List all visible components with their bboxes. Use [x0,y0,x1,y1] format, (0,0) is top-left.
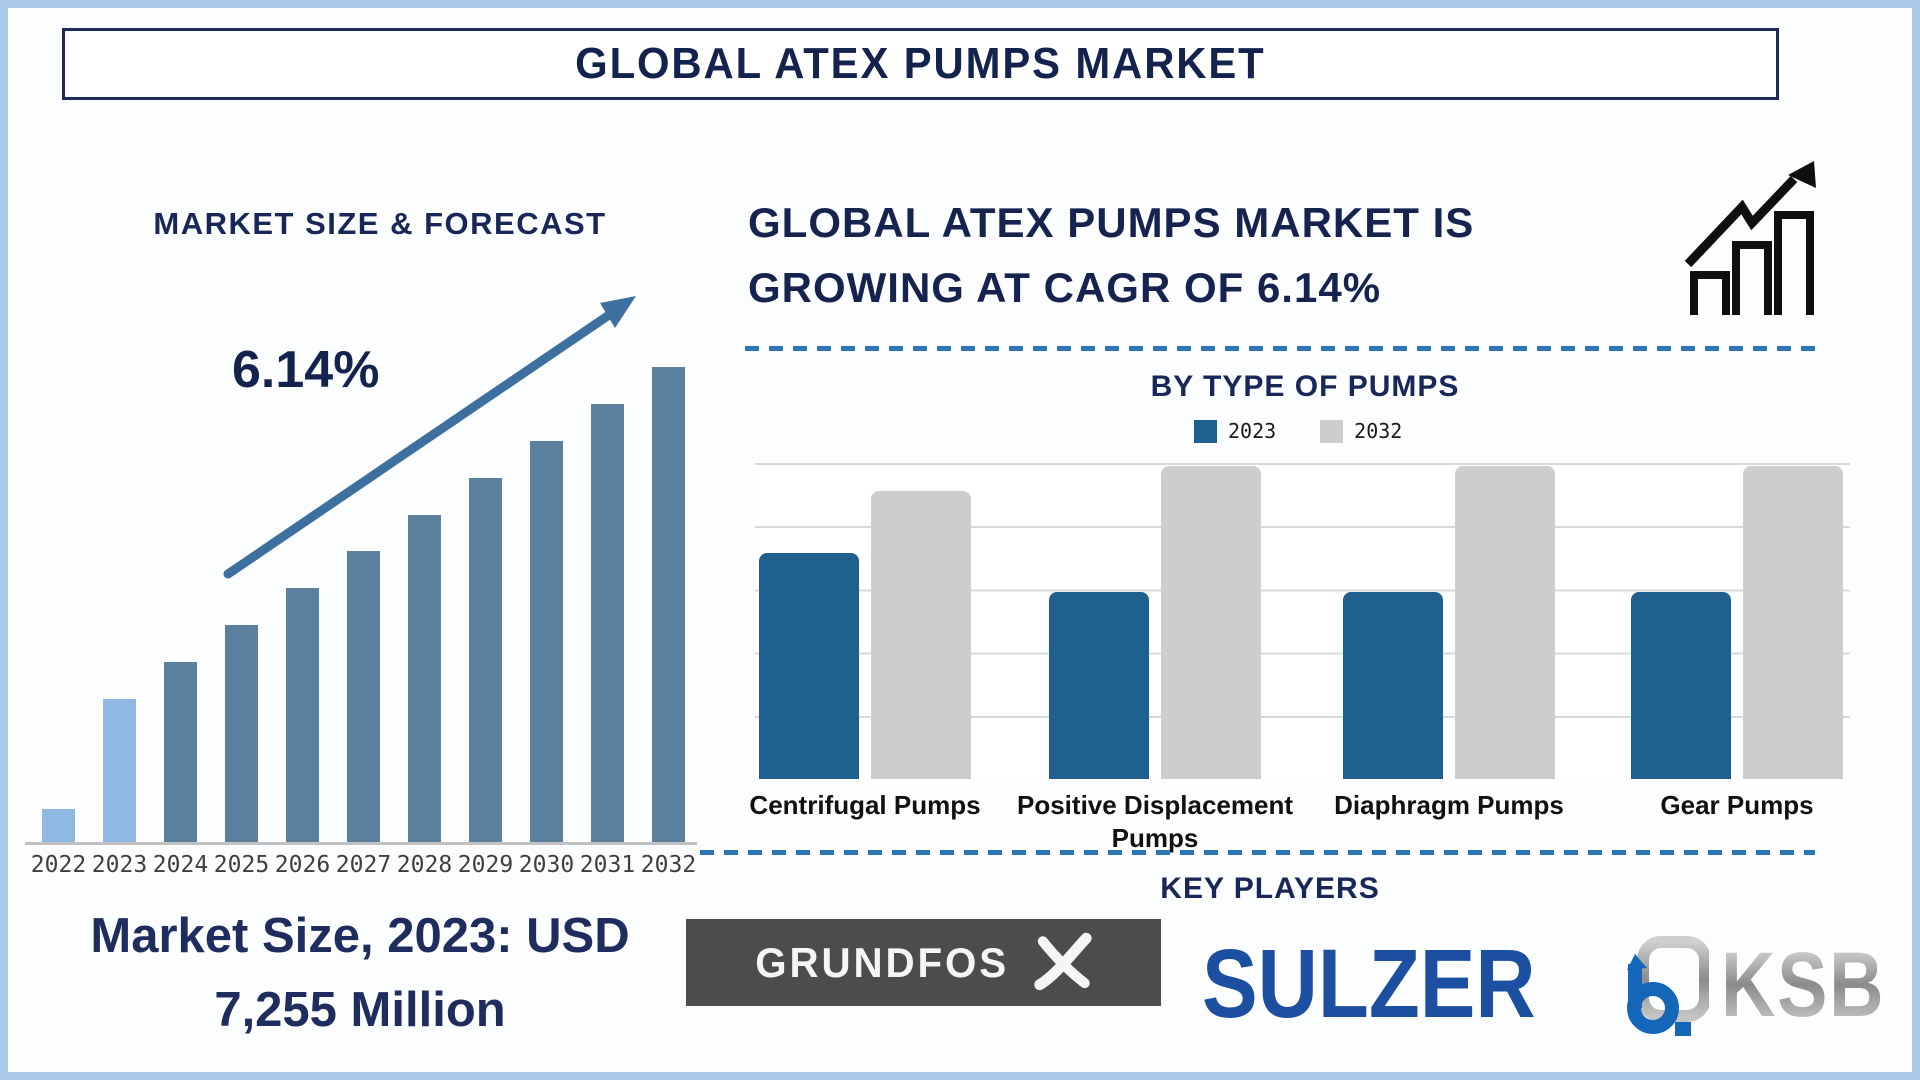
cagr-headline-line1: GLOBAL ATEX PUMPS MARKET IS [748,199,1475,246]
growth-chart-icon [1684,161,1816,315]
dashed-divider-bottom [700,850,1815,855]
forecast-year-label: 2029 [457,852,514,878]
page-title-banner: GLOBAL ATEX PUMPS MARKET [62,28,1779,100]
cagr-headline-line2: GROWING AT CAGR OF 6.14% [748,264,1382,312]
market-size-line1: Market Size, 2023: USD [90,909,630,963]
grundfos-logo: GRUNDFOS [686,919,1161,1006]
pumps-chart-legend: 2023 2032 [1194,419,1402,443]
legend-item-2032: 2032 [1320,419,1402,443]
forecast-bar-2027 [347,551,380,844]
forecast-year-label: 2030 [518,852,575,878]
forecast-year-label: 2028 [396,852,453,878]
pump-category-label: Centrifugal Pumps [749,790,981,820]
legend-label: 2023 [1228,419,1277,443]
forecast-bar-2023 [103,699,136,844]
pump-bar-2023 [1343,592,1443,779]
forecast-bar-2030 [530,441,563,844]
forecast-year-label: 2025 [213,852,270,878]
cagr-value-label: 6.14% [232,341,380,399]
forecast-bar-2024 [164,662,197,844]
forecast-axis-baseline [25,842,697,845]
pump-group-1 [759,491,971,779]
pump-bar-2023 [759,553,859,779]
ksb-logo: KSB [1623,934,1920,1038]
ksb-mark-icon [1627,936,1709,1036]
key-players-title: KEY PLAYERS [1160,872,1380,905]
grundfos-x-icon [1033,932,1092,990]
cagr-headline: GLOBAL ATEX PUMPS MARKET IS GROWING AT C… [748,190,1728,320]
legend-item-2023: 2023 [1194,419,1276,443]
market-size-callout: Market Size, 2023: USD 7,255 Million [40,900,680,1047]
pump-bar-2023 [1049,592,1149,779]
forecast-bar-chart [42,367,685,844]
forecast-year-label: 2027 [335,852,392,878]
ksb-logo-text: KSB [1721,934,1886,1037]
forecast-bar-2032 [652,367,685,844]
forecast-year-label: 2026 [274,852,331,878]
pump-category-label: Gear Pumps [1660,790,1814,820]
legend-swatch-2023 [1194,419,1217,443]
sulzer-logo: SULZER [1202,935,1536,1032]
legend-label: 2032 [1354,419,1403,443]
pump-group-3 [1343,466,1555,779]
pump-group-4 [1631,466,1843,779]
forecast-year-label: 2023 [91,852,148,878]
pump-category-label: Positive Displacement Pumps [1017,790,1293,853]
sulzer-logo-text: SULZER [1202,929,1536,1038]
pump-bar-2032 [1743,466,1843,779]
pump-group-2 [1049,466,1261,779]
forecast-bar-2028 [408,515,441,844]
pumps-grouped-bar-chart [755,463,1850,779]
dashed-divider-top [745,346,1818,351]
pumps-category-axis: Centrifugal Pumps Positive Displacement P… [749,789,1850,869]
forecast-year-label: 2024 [152,852,209,878]
forecast-year-label: 2031 [579,852,636,878]
market-size-line2: 7,255 Million [214,982,506,1037]
legend-swatch-2032 [1320,419,1344,443]
forecast-year-label: 2032 [640,852,697,878]
pump-bar-2023 [1631,592,1731,779]
forecast-chart-title: MARKET SIZE & FORECAST [153,206,607,241]
pump-bar-2032 [871,491,971,779]
pump-category-label: Diaphragm Pumps [1334,790,1564,820]
forecast-bar-2022 [42,809,75,844]
page-title: GLOBAL ATEX PUMPS MARKET [575,39,1266,88]
pump-bar-2032 [1455,466,1555,779]
forecast-bar-2026 [286,588,319,844]
pumps-chart-title: BY TYPE OF PUMPS [1150,370,1460,403]
grundfos-logo-text: GRUNDFOS [755,938,1010,986]
forecast-bar-2029 [469,478,502,844]
forecast-bar-2031 [591,404,624,844]
forecast-year-axis: 2022 2023 2024 2025 2026 2027 2028 2029 2030 2031… [31,852,696,882]
forecast-year-label: 2022 [30,852,87,878]
forecast-bar-2025 [225,625,258,844]
pump-bar-2032 [1161,466,1261,779]
